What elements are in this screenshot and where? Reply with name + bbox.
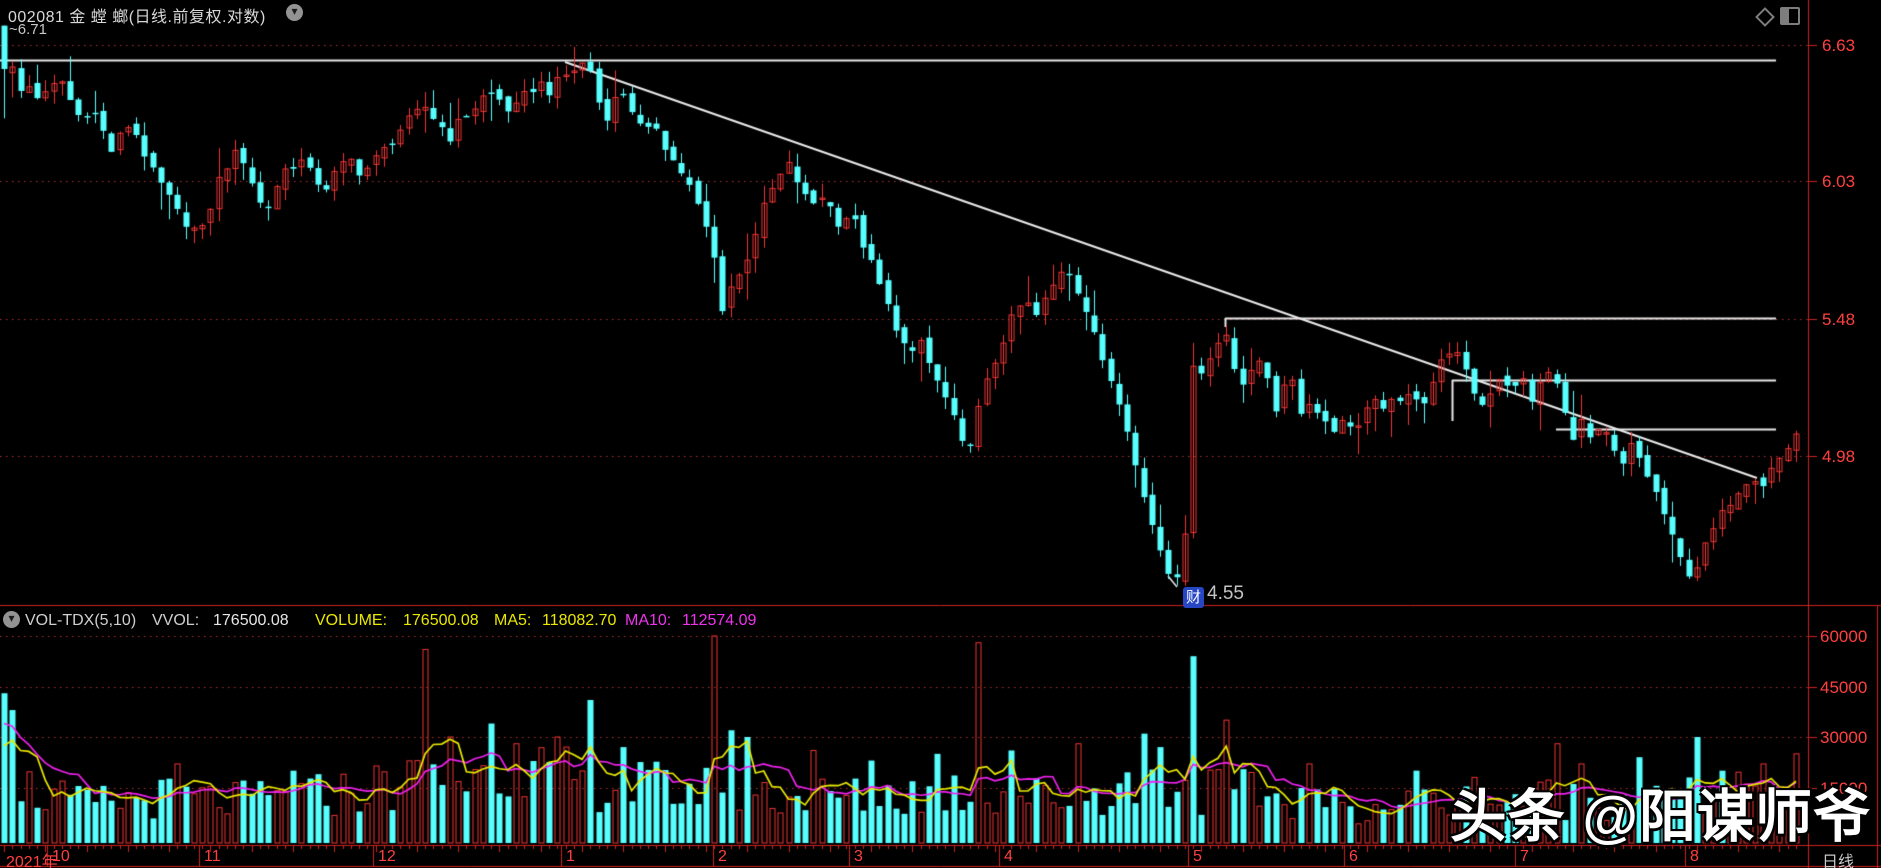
year-label: 2021年 xyxy=(6,854,58,868)
volume-axis-label: 60000 xyxy=(1820,627,1868,646)
month-label: 7 xyxy=(1520,848,1529,865)
low-price-label: 4.55 xyxy=(1207,583,1244,604)
indicator-name: VOL-TDX(5,10) xyxy=(25,612,137,629)
month-label: 4 xyxy=(1004,848,1013,865)
month-label: 12 xyxy=(378,848,396,865)
month-label: 1 xyxy=(566,848,575,865)
month-label: 6 xyxy=(1349,848,1358,865)
volume-axis-label: 30000 xyxy=(1820,728,1868,747)
vvol-label: VVOL: xyxy=(152,612,200,629)
ma10-label: MA10: xyxy=(625,612,672,629)
finance-badge[interactable]: 财 xyxy=(1183,587,1204,608)
split-panel-icon[interactable] xyxy=(1780,7,1800,25)
page-title: 002081 金 螳 螂(日线.前复权.对数) xyxy=(8,9,266,26)
price-axis-label: 5.48 xyxy=(1822,309,1856,329)
vvol-value: 176500.08 xyxy=(213,612,289,629)
chevron-down-icon[interactable]: ▾ xyxy=(3,611,20,628)
volume-axis-label: 15000 xyxy=(1820,778,1868,798)
ma5-label: MA5: xyxy=(494,612,532,629)
price-axis-label: 6.03 xyxy=(1822,172,1856,192)
month-label: 10 xyxy=(52,848,70,865)
month-label: 2 xyxy=(718,848,727,865)
price-axis-label: 4.98 xyxy=(1822,446,1856,466)
volume-axis-label: 45000 xyxy=(1820,677,1868,697)
watermark: 头条 @阳谋师爷 xyxy=(1449,785,1871,849)
chevron-down-icon[interactable]: ▾ xyxy=(286,4,303,21)
month-label: 5 xyxy=(1193,848,1202,865)
price-axis-label: 6.63 xyxy=(1822,36,1856,55)
price-hint-label: ~6.71 xyxy=(9,21,47,38)
month-label: 3 xyxy=(854,848,863,865)
month-label: 8 xyxy=(1690,848,1699,865)
volume-label: VOLUME: xyxy=(315,612,388,629)
month-label: 11 xyxy=(204,848,221,865)
ma10-value: 112574.09 xyxy=(682,612,757,629)
ma5-value: 118082.70 xyxy=(542,612,617,629)
period-label: 日线 xyxy=(1822,854,1855,868)
volume-value: 176500.08 xyxy=(403,612,479,629)
